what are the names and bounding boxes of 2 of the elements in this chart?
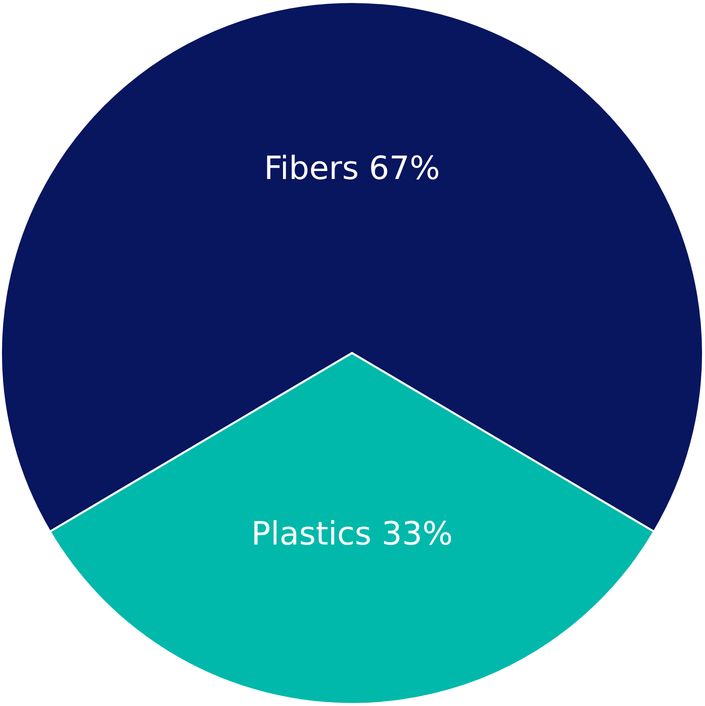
slice-label: Plastics 33% [251, 514, 453, 552]
slice-label: Fibers 67% [264, 149, 440, 188]
